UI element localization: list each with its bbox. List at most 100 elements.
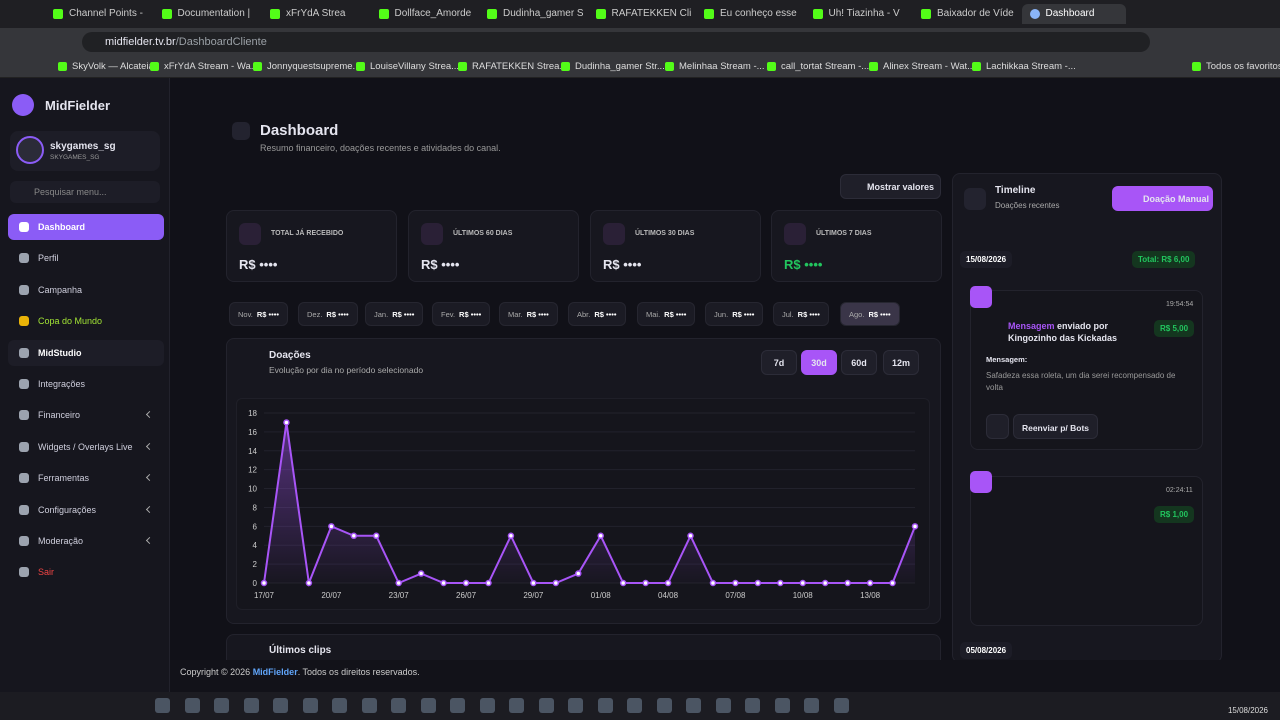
reply-button[interactable] [986,414,1009,439]
tab[interactable]: Dudinha_gamer S [479,4,583,24]
menu-item[interactable]: Widgets / Overlays Live [8,434,164,460]
menu-item[interactable]: Dashboard [8,214,164,240]
menu-item[interactable]: Copa do Mundo [8,308,164,334]
card-label: TOTAL JÁ RECEBIDO [271,230,344,237]
range-button[interactable]: 60d [841,350,877,375]
message: Safadeza essa roleta, um dia serei recom… [986,371,1176,392]
menu-search[interactable]: Pesquisar menu... [10,181,160,203]
page-subtitle: Resumo financeiro, doações recentes e at… [260,143,501,153]
month-value: R$ •••• [326,310,349,319]
taskbar-icon[interactable] [391,698,406,713]
resend-button[interactable]: Reenviar p/ Bots [1013,414,1098,439]
month-pill[interactable]: Jan. R$ •••• [365,302,424,326]
tab[interactable]: Uh! Tiazinha - V [805,4,909,24]
item-icon [970,286,992,308]
taskbar-icon[interactable] [745,698,760,713]
taskbar-icon[interactable] [656,698,672,713]
tab[interactable]: RAFATEKKEN Clip [588,4,692,24]
month-value: R$ •••• [256,310,280,319]
point [417,570,425,577]
taskbar-icon[interactable] [479,698,495,713]
bookmark[interactable]: LouiseVillany Strea... [356,61,459,72]
menu-item[interactable]: Campanha [8,277,164,303]
taskbar-icon[interactable] [833,698,849,713]
taskbar-icon[interactable] [273,698,288,713]
tab[interactable]: Channel Points - [45,4,149,24]
taskbar-icon[interactable] [332,698,347,713]
point [799,579,807,587]
taskbar-icon[interactable] [420,698,436,713]
month-pill[interactable]: Jun. R$ •••• [705,302,764,326]
brand[interactable]: MidFielder [45,98,111,113]
taskbar-icon[interactable] [804,698,819,713]
month-pill[interactable]: Mai. R$ •••• [637,302,696,326]
taskbar-icon[interactable] [214,698,229,713]
month-value: R$ •••• [797,310,820,319]
all-bookmarks[interactable]: Todos os favoritos [1192,61,1280,72]
menu-item[interactable]: Sair [8,559,164,585]
bookmark[interactable]: Dudinha_gamer Str... [561,61,665,72]
tab[interactable]: xFrYdA Strea [262,4,366,24]
month-pill[interactable]: Ago. R$ •••• [840,302,900,326]
month-pill[interactable]: Fev. R$ •••• [432,302,491,326]
range-button[interactable]: 30d [801,350,837,375]
address-bar[interactable]: midfielder.tv.br/DashboardCliente [82,32,1150,52]
bookmark[interactable]: Lachikkaa Stream -... [972,61,1076,72]
month-label: Jun. [714,310,729,319]
month-pill[interactable]: Nov. R$ •••• [229,302,289,326]
taskbar-icon[interactable] [538,698,554,713]
menu-item[interactable]: MidStudio [8,339,164,366]
menu-item[interactable]: Financeiro [8,402,164,428]
menu-item[interactable]: Integrações [8,371,164,397]
month-label: Mai. [646,310,661,319]
item-amount: R$ 1,00 [1154,506,1195,523]
taskbar-icon[interactable] [774,698,790,713]
manual-donation-button[interactable]: Doação Manual [1112,186,1213,211]
bookmark[interactable]: SkyVolk — Alcateia [58,61,154,72]
month-pill[interactable]: Mar. R$ •••• [499,302,558,326]
bookmark[interactable]: call_tortat Stream -... [767,61,869,72]
range-button[interactable]: 7d [761,350,797,375]
tab[interactable]: Documentation | [154,4,258,24]
taskbar-icon[interactable] [302,698,318,713]
menu-item[interactable]: Ferramentas [8,465,164,491]
point [821,579,829,587]
menu-item[interactable]: Configurações [8,497,164,523]
menu-item[interactable]: Perfil [8,245,164,271]
show-values-button[interactable]: Mostrar valores [840,174,941,199]
menu-item[interactable]: Moderação [8,528,164,554]
item-amount: R$ 5,00 [1154,320,1195,337]
month-value: R$ •••• [392,310,415,319]
point [260,579,268,587]
timeline-icon [964,188,986,210]
y-tick-label: 16 [248,428,257,437]
month-pill[interactable]: Dez. R$ •••• [298,302,358,326]
footer-brand[interactable]: MidFielder [252,667,298,677]
tab[interactable]: Dollface_Amorde [371,4,475,24]
taskbar-icon[interactable] [509,698,524,713]
page-title: Dashboard [260,122,339,139]
tab[interactable]: Baixador de Víde [913,4,1017,24]
taskbar-icon[interactable] [155,698,170,713]
bookmark[interactable]: RAFATEKKEN Strea... [458,61,567,72]
taskbar-icon[interactable] [361,698,377,713]
tab[interactable]: Eu conheço esse [696,4,800,24]
taskbar-icon[interactable] [627,698,642,713]
bookmark[interactable]: xFrYdA Stream - Wa... [150,61,259,72]
taskbar-icon[interactable] [686,698,701,713]
tab[interactable]: Dashboard [1021,4,1126,24]
taskbar-icon[interactable] [450,698,465,713]
taskbar-icon[interactable] [597,698,613,713]
bookmark[interactable]: Melinhaa Stream -... [665,61,765,72]
month-pill[interactable]: Jul. R$ •••• [773,302,829,326]
bookmark[interactable]: Jonnyquestsupreme... [253,61,360,72]
month-pill[interactable]: Abr. R$ •••• [568,302,626,326]
bookmark[interactable]: Alinex Stream - Wat... [869,61,975,72]
taskbar-icon[interactable] [568,698,583,713]
clips-title: Últimos clips [269,645,332,656]
taskbar-icon[interactable] [715,698,731,713]
range-button[interactable]: 12m [883,350,919,375]
taskbar-icon[interactable] [243,698,259,713]
taskbar-icon[interactable] [184,698,200,713]
